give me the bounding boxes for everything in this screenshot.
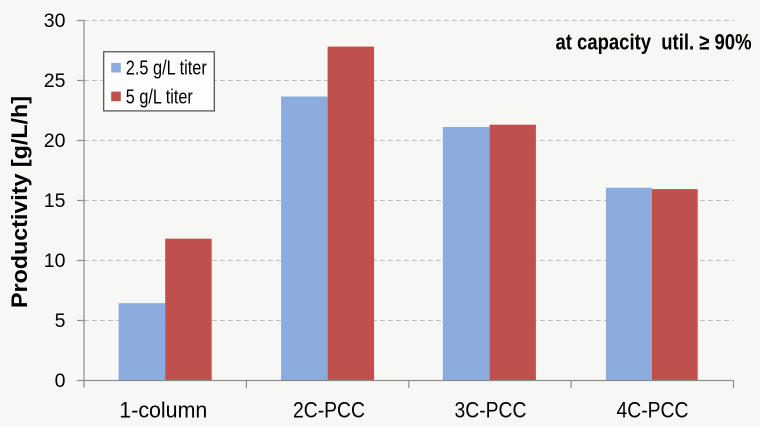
svg-text:5: 5	[55, 310, 66, 332]
svg-text:20: 20	[44, 130, 66, 152]
svg-text:0: 0	[55, 370, 66, 392]
svg-text:5 g/L titer: 5 g/L titer	[126, 87, 193, 109]
svg-text:2C-PCC: 2C-PCC	[293, 398, 365, 423]
svg-text:3C-PCC: 3C-PCC	[455, 398, 527, 423]
svg-text:25: 25	[44, 70, 66, 92]
svg-text:Productivity [g/L/h]: Productivity [g/L/h]	[7, 96, 32, 308]
svg-text:30: 30	[44, 10, 66, 32]
svg-text:10: 10	[44, 250, 66, 272]
svg-text:2.5 g/L titer: 2.5 g/L titer	[126, 58, 207, 80]
svg-text:4C-PCC: 4C-PCC	[617, 398, 689, 423]
svg-text:15: 15	[44, 190, 66, 212]
svg-text:1-column: 1-column	[119, 398, 207, 423]
svg-text:at capacity util. ≥ 90%: at capacity util. ≥ 90%	[556, 29, 752, 54]
